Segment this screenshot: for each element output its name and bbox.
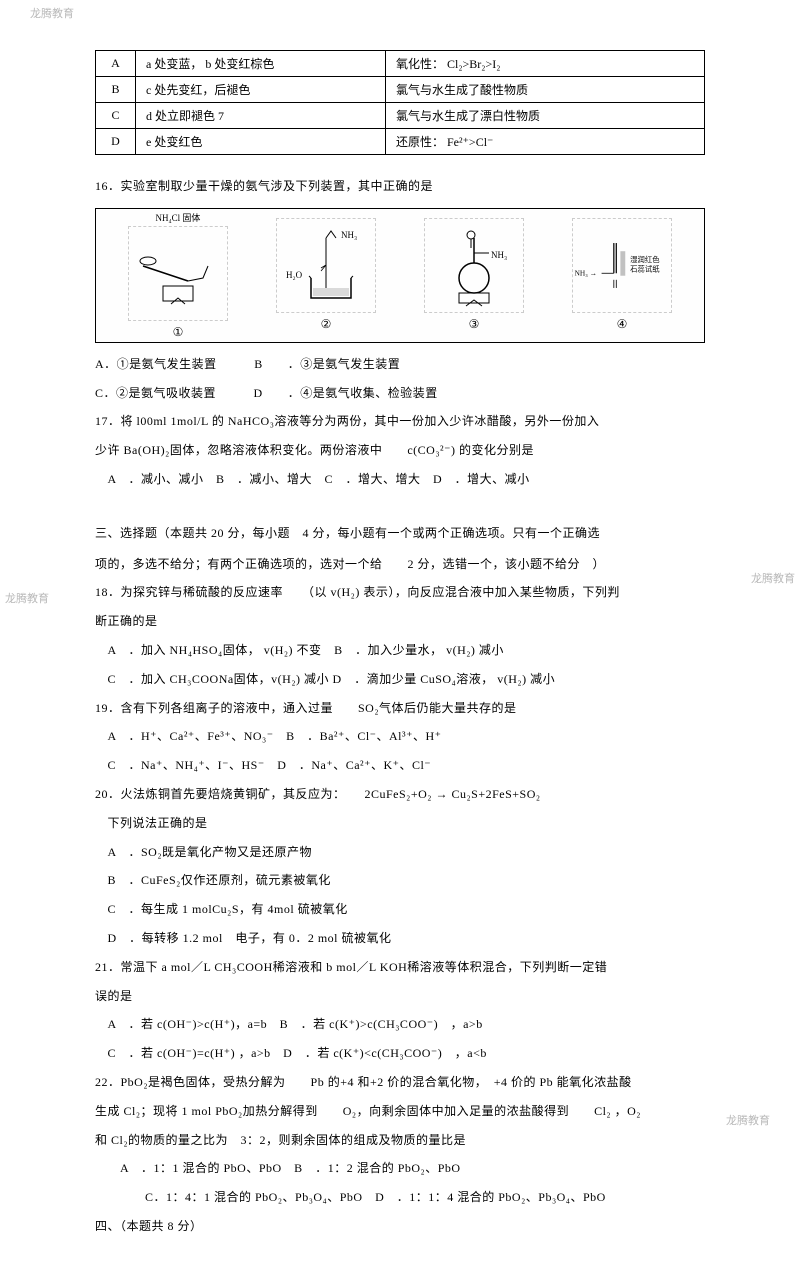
watermark-mid-right: 龙腾教育 xyxy=(751,570,795,586)
q19-stem: 19．含有下列各组离子的溶液中，通入过量 SO₂气体后仍能大量共存的是 xyxy=(95,697,705,720)
q21-line1: 21．常温下 a mol／L CH₃COOH稀溶液和 b mol／L KOH稀溶… xyxy=(95,956,705,979)
q16-optC: C．②是氨气吸收装置 xyxy=(95,386,216,400)
q18-optB: B ．加入少量水， v(H₂) 减小 xyxy=(334,643,504,657)
q22-line2: 生成 Cl₂；现将 1 mol PbO₂加热分解得到 O₂，向剩余固体中加入足量… xyxy=(95,1100,705,1123)
table-row: C d 处立即褪色 7 氯气与水生成了漂白性物质 xyxy=(96,103,705,129)
svg-text:NH₃ →: NH₃ → xyxy=(575,269,597,278)
q21-line2: 误的是 xyxy=(95,985,705,1008)
opt-label: A xyxy=(96,51,136,77)
diagram-4: NH₃ → 湿润红色 石蕊试纸 ④ xyxy=(572,218,672,332)
table-row: B c 处先变红，后褪色 氯气与水生成了酸性物质 xyxy=(96,77,705,103)
table-row: A a 处变蓝， b 处变红棕色 氧化性： Cl₂>Br₂>I₂ xyxy=(96,51,705,77)
q18-cd: C ．加入 CH₃COONa固体，v(H₂) 减小 D ．滴加少量 CuSO₄溶… xyxy=(95,668,705,691)
q19-optB: B ．Ba²⁺、Cl⁻、Al³⁺、H⁺ xyxy=(286,729,441,743)
q22-line1: 22．PbO₂是褐色固体，受热分解为 Pb 的+4 和+2 价的混合氧化物， +… xyxy=(95,1071,705,1094)
q16-options-ab: A．①是氨气发生装置 B ．③是氨气发生装置 xyxy=(95,353,705,376)
q18-optC: C ．加入 CH₃COONa固体，v(H₂) 减小 xyxy=(95,672,329,686)
d1-num: ① xyxy=(173,325,184,340)
q17-line2: 少许 Ba(OH)₂固体，忽略溶液体积变化。两份溶液中 c(CO₃²⁻) 的变化… xyxy=(95,439,705,462)
q20-optD: D ．每转移 1.2 mol 电子，有 0．2 mol 硫被氧化 xyxy=(95,927,705,950)
q19-optD: D ．Na⁺、Ca²⁺、K⁺、Cl⁻ xyxy=(277,758,431,772)
q19-cd: C ．Na⁺、NH₄⁺、I⁻、HS⁻ D ．Na⁺、Ca²⁺、K⁺、Cl⁻ xyxy=(95,754,705,777)
conclusion-cell: 氧化性： Cl₂>Br₂>I₂ xyxy=(386,51,705,77)
phenomenon-cell: c 处先变红，后褪色 xyxy=(136,77,386,103)
conclusion-cell: 氯气与水生成了漂白性物质 xyxy=(386,103,705,129)
conclusion-cell: 氯气与水生成了酸性物质 xyxy=(386,77,705,103)
section3-title-1: 三、选择题（本题共 20 分，每小题 4 分，每小题有一个或两个正确选项。只有一… xyxy=(95,522,705,545)
apparatus-icon: NH₃ H₂O xyxy=(276,218,376,313)
diagram-3: NH₃ ③ xyxy=(424,218,524,332)
apparatus-icon: NH₃ xyxy=(424,218,524,313)
table-row: D e 处变红色 还原性： Fe²⁺>Cl⁻ xyxy=(96,129,705,155)
diagram-1: NH₄Cl 固体 ① xyxy=(128,211,228,340)
phenomenon-cell: d 处立即褪色 7 xyxy=(136,103,386,129)
svg-text:NH₃: NH₃ xyxy=(341,230,357,240)
q18-ab: A ．加入 NH₄HSO₄固体， v(H₂) 不变 B ．加入少量水， v(H₂… xyxy=(95,639,705,662)
apparatus-icon: NH₃ → 湿润红色 石蕊试纸 xyxy=(572,218,672,313)
svg-text:NH₃: NH₃ xyxy=(491,250,507,260)
q21-ab: A ．若 c(OH⁻)>c(H⁺)，a=b B ．若 c(K⁺)>c(CH₃CO… xyxy=(95,1013,705,1036)
svg-text:H₂O: H₂O xyxy=(286,270,303,280)
opt-label: B xyxy=(96,77,136,103)
section3-title-2: 项的，多选不给分；有两个正确选项的，选对一个给 2 分，选错一个，该小题不给分 … xyxy=(95,553,705,576)
q20-optB: B ．CuFeS₂仅作还原剂，硫元素被氧化 xyxy=(95,869,705,892)
q16-diagram: NH₄Cl 固体 ① NH₃ H₂O xyxy=(95,208,705,343)
q18-optA: A ．加入 NH₄HSO₄固体， v(H₂) 不变 xyxy=(95,643,322,657)
q16-options-cd: C．②是氨气吸收装置 D ．④是氨气收集、检验装置 xyxy=(95,382,705,405)
q19-optA: A ．H⁺、Ca²⁺、Fe³⁺、NO₃⁻ xyxy=(95,729,274,743)
q21-cd: C ．若 c(OH⁻)=c(H⁺) ，a>b D ．若 c(K⁺)<c(CH₃C… xyxy=(95,1042,705,1065)
q17-options: A ．减小、减小 B ．减小、增大 C ．增大、增大 D ．增大、减小 xyxy=(95,468,705,491)
d4-num: ④ xyxy=(617,317,628,332)
q16-stem: 16．实验室制取少量干燥的氨气涉及下列装置，其中正确的是 xyxy=(95,175,705,198)
watermark-bottom-right: 龙腾教育 xyxy=(726,1112,770,1128)
d2-num: ② xyxy=(321,317,332,332)
q19-optC: C ．Na⁺、NH₄⁺、I⁻、HS⁻ xyxy=(95,758,265,772)
d1-label: NH₄Cl 固体 xyxy=(156,211,201,224)
q18-line2: 断正确的是 xyxy=(95,610,705,633)
q20-line2: 下列说法正确的是 xyxy=(95,812,705,835)
q19-ab: A ．H⁺、Ca²⁺、Fe³⁺、NO₃⁻ B ．Ba²⁺、Cl⁻、Al³⁺、H⁺ xyxy=(95,725,705,748)
phenomenon-cell: e 处变红色 xyxy=(136,129,386,155)
q18-optD: D ．滴加少量 CuSO₄溶液， v(H₂) 减小 xyxy=(333,672,556,686)
apparatus-icon xyxy=(128,226,228,321)
svg-text:湿润红色: 湿润红色 xyxy=(630,255,660,264)
q22-line3: 和 Cl₂的物质的量之比为 3：2，则剩余固体的组成及物质的量比是 xyxy=(95,1129,705,1152)
q16-optB: B ．③是氨气发生装置 xyxy=(254,357,400,371)
q16-optA: A．①是氨气发生装置 xyxy=(95,357,217,371)
opt-label: C xyxy=(96,103,136,129)
watermark-top-left: 龙腾教育 xyxy=(30,5,74,21)
q20-optA: A ．SO₂既是氧化产物又是还原产物 xyxy=(95,841,705,864)
q22-ab: A ．1：1 混合的 PbO、PbO B ．1：2 混合的 PbO₂、PbO xyxy=(95,1157,705,1180)
q20-optC: C ．每生成 1 molCu₂S，有 4mol 硫被氧化 xyxy=(95,898,705,921)
section4-title: 四、（本题共 8 分） xyxy=(95,1215,705,1238)
phenomenon-cell: a 处变蓝， b 处变红棕色 xyxy=(136,51,386,77)
page-content: A a 处变蓝， b 处变红棕色 氧化性： Cl₂>Br₂>I₂ B c 处先变… xyxy=(0,0,800,1284)
q17-line1: 17．将 l00ml 1mol/L 的 NaHCO₃溶液等分为两份，其中一份加入… xyxy=(95,410,705,433)
q20-line1: 20．火法炼铜首先要焙烧黄铜矿，其反应为： 2CuFeS₂+O₂ → Cu₂S+… xyxy=(95,783,705,806)
q15-table: A a 处变蓝， b 处变红棕色 氧化性： Cl₂>Br₂>I₂ B c 处先变… xyxy=(95,50,705,155)
conclusion-cell: 还原性： Fe²⁺>Cl⁻ xyxy=(386,129,705,155)
svg-text:石蕊试纸: 石蕊试纸 xyxy=(630,265,660,274)
q18-line1: 18．为探究锌与稀硫酸的反应速率 （以 v(H₂) 表示），向反应混合液中加入某… xyxy=(95,581,705,604)
q16-optD: D ．④是氨气收集、检验装置 xyxy=(254,386,438,400)
watermark-mid-left: 龙腾教育 xyxy=(5,590,49,606)
diagram-2: NH₃ H₂O ② xyxy=(276,218,376,332)
q22-cd: C．1：4：1 混合的 PbO₂、Pb₃O₄、PbO D ．1：1：4 混合的 … xyxy=(95,1186,705,1209)
d3-num: ③ xyxy=(469,317,480,332)
opt-label: D xyxy=(96,129,136,155)
